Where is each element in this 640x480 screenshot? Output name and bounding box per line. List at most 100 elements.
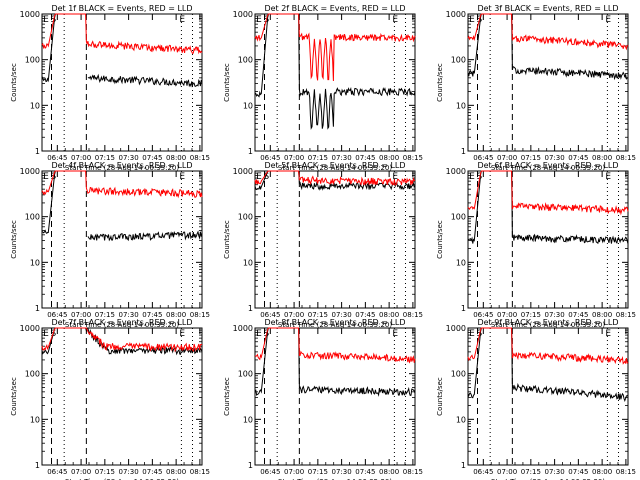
detector-panel: Det 4f BLACK = Events, RED = LLD 1 10 100 10… xyxy=(10,161,210,329)
x-tick-label: 07:30 xyxy=(119,468,139,476)
y-tick-label: 1000 xyxy=(20,10,40,19)
y-tick-label: 1 xyxy=(248,304,253,313)
y-tick-label: 1000 xyxy=(233,167,253,176)
detector-panel: Det 8f BLACK = Events, RED = LLD 1 10 100 10… xyxy=(223,318,423,480)
x-tick-label: 08:15 xyxy=(403,468,423,476)
detector-panel: Det 7f BLACK = Events, RED = LLD 1 10 100 10… xyxy=(10,318,210,480)
panel-title: Det 2f BLACK = Events, RED = LLD xyxy=(264,4,405,13)
lld-series-line xyxy=(255,171,415,185)
y-tick-label: 100 xyxy=(25,56,40,65)
y-tick-label: 10 xyxy=(243,258,253,267)
y-tick-label: 1000 xyxy=(233,10,253,19)
x-tick-label: 07:45 xyxy=(142,468,162,476)
y-tick-label: 1000 xyxy=(20,167,40,176)
marker-label-e: E xyxy=(43,15,49,25)
detector-rates-figure: Det 1f BLACK = Events, RED = LLD11010010… xyxy=(0,0,640,480)
x-tick-label: 07:30 xyxy=(332,468,352,476)
y-axis-label: Counts/sec xyxy=(223,63,231,102)
y-tick-label: 10 xyxy=(456,101,466,110)
y-tick-label: 1 xyxy=(35,461,40,470)
y-tick-label: 1000 xyxy=(233,324,253,333)
x-tick-label: 08:15 xyxy=(403,311,423,319)
x-tick-label: 08:00 xyxy=(592,468,612,476)
marker-label-e: E xyxy=(605,172,611,182)
x-tick-label: 07:00 xyxy=(71,468,91,476)
x-tick-label: 07:15 xyxy=(95,468,115,476)
y-tick-label: 1000 xyxy=(446,10,466,19)
plot-frame xyxy=(255,328,415,465)
marker-label-e: E xyxy=(469,172,475,182)
y-tick-label: 1 xyxy=(461,461,466,470)
y-tick-label: 1000 xyxy=(20,324,40,333)
marker-label-e: E xyxy=(179,15,185,25)
marker-label-e: E xyxy=(256,329,262,339)
marker-label-e: E xyxy=(256,15,262,25)
plot-frame xyxy=(255,14,415,151)
y-tick-label: 100 xyxy=(25,370,40,379)
panel-title: Det 4f BLACK = Events, RED = LLD xyxy=(51,161,192,170)
y-tick-label: 100 xyxy=(238,370,253,379)
marker-label-e: E xyxy=(392,329,398,339)
x-tick-label: 08:15 xyxy=(616,468,636,476)
plot-frame xyxy=(468,14,628,151)
y-tick-label: 100 xyxy=(451,56,466,65)
x-tick-label: 08:15 xyxy=(403,154,423,162)
plot-frame xyxy=(255,171,415,308)
lld-series-line xyxy=(255,328,415,363)
detector-panel: Det 3f BLACK = Events, RED = LLD 1 10 100 10… xyxy=(436,4,636,172)
panel-title: Det 5f BLACK = Events, RED = LLD xyxy=(264,161,405,170)
marker-label-e: E xyxy=(179,172,185,182)
x-tick-label: 07:00 xyxy=(497,468,517,476)
x-tick-label: 07:45 xyxy=(355,468,375,476)
lld-series-line xyxy=(468,328,628,364)
detector-panel: Det 5f BLACK = Events, RED = LLD 1 10 100 10… xyxy=(223,161,423,329)
y-tick-label: 10 xyxy=(30,258,40,267)
events-series-line xyxy=(42,171,202,240)
marker-label-e: E xyxy=(392,15,398,25)
x-tick-label: 07:15 xyxy=(308,468,328,476)
y-tick-label: 100 xyxy=(451,213,466,222)
y-tick-label: 100 xyxy=(238,213,253,222)
detector-panel: Det 6f BLACK = Events, RED = LLD 1 10 100 10… xyxy=(436,161,636,329)
y-tick-label: 10 xyxy=(243,415,253,424)
y-tick-label: 1000 xyxy=(446,167,466,176)
y-axis-label: Counts/sec xyxy=(10,220,18,259)
marker-label-e: E xyxy=(179,329,185,339)
y-tick-label: 1 xyxy=(35,304,40,313)
y-axis-label: Counts/sec xyxy=(223,220,231,259)
y-axis-label: Counts/sec xyxy=(436,63,444,102)
marker-label-e: E xyxy=(43,329,49,339)
detector-panel: Det 2f BLACK = Events, RED = LLD 1 10 100 10… xyxy=(223,4,423,172)
x-tick-label: 08:00 xyxy=(379,468,399,476)
marker-label-e: E xyxy=(605,329,611,339)
lld-series-line xyxy=(468,171,628,213)
y-tick-label: 10 xyxy=(456,258,466,267)
x-tick-label: 07:15 xyxy=(521,468,541,476)
panel-title: Det 1f BLACK = Events, RED = LLD xyxy=(51,4,192,13)
x-tick-label: 08:15 xyxy=(190,154,210,162)
y-axis-label: Counts/sec xyxy=(10,63,18,102)
y-tick-label: 10 xyxy=(30,101,40,110)
events-series-line xyxy=(255,14,415,129)
events-series-line xyxy=(42,328,202,354)
y-tick-label: 10 xyxy=(456,415,466,424)
y-tick-label: 1 xyxy=(461,147,466,156)
x-tick-label: 08:00 xyxy=(166,468,186,476)
panel-title: Det 9f BLACK = Events, RED = LLD xyxy=(477,318,618,327)
lld-series-line xyxy=(255,14,415,81)
x-tick-label: 08:15 xyxy=(616,154,636,162)
x-tick-label: 07:30 xyxy=(545,468,565,476)
y-tick-label: 10 xyxy=(243,101,253,110)
events-series-line xyxy=(255,328,415,395)
y-tick-label: 100 xyxy=(25,213,40,222)
y-tick-label: 1 xyxy=(35,147,40,156)
y-axis-label: Counts/sec xyxy=(223,377,231,416)
marker-label-e: E xyxy=(469,329,475,339)
x-tick-label: 06:45 xyxy=(260,468,280,476)
y-axis-label: Counts/sec xyxy=(10,377,18,416)
y-tick-label: 10 xyxy=(30,415,40,424)
lld-series-line xyxy=(468,14,628,49)
x-tick-label: 06:45 xyxy=(473,468,493,476)
y-axis-label: Counts/sec xyxy=(436,220,444,259)
panel-title: Det 7f BLACK = Events, RED = LLD xyxy=(51,318,192,327)
